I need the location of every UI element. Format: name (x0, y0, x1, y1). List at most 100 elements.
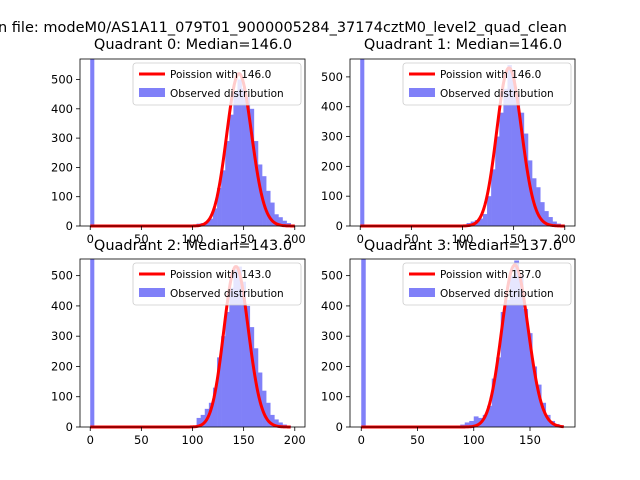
subplot-title: Quadrant 1: Median=146.0 (364, 37, 562, 53)
histogram-bar (487, 196, 492, 226)
x-tick-label: 200 (284, 433, 306, 447)
histogram-bar-spike (90, 259, 95, 427)
x-tick-label: 50 (134, 433, 149, 447)
histogram-bar (496, 357, 502, 427)
histogram-bar (245, 305, 251, 427)
y-tick-label: 500 (51, 269, 73, 283)
histogram-bar (229, 114, 234, 226)
y-tick-label: 100 (321, 390, 343, 404)
subplot-quadrant-0: Quadrant 0: Median=146.0 0 50 100 150 200 0 10… (51, 37, 306, 246)
histogram-bar (482, 414, 488, 427)
histogram-bar (208, 402, 214, 427)
histogram-bar (509, 275, 515, 427)
legend-label-observed: Observed distribution (170, 88, 284, 100)
y-tick-label: 400 (321, 100, 343, 114)
histogram-bar (482, 214, 488, 226)
y-tick-label: 400 (51, 299, 73, 313)
histogram-bar (469, 420, 475, 427)
histogram-bar (500, 311, 506, 427)
x-tick-label: 50 (134, 232, 149, 246)
histogram-bar (229, 287, 234, 427)
x-tick-label: 50 (410, 433, 425, 447)
x-tick-label: 150 (503, 232, 525, 246)
x-tick-label: 200 (554, 232, 576, 246)
histogram-bar (548, 217, 553, 226)
histogram-bar (491, 378, 497, 427)
x-tick-label: 150 (233, 433, 255, 447)
y-tick-label: 500 (321, 269, 343, 283)
y-tick-label: 300 (321, 130, 343, 144)
legend-label-poisson: Poission with 137.0 (440, 269, 541, 281)
y-tick-label: 0 (336, 420, 343, 434)
histogram-bar (515, 94, 521, 227)
x-tick-label: 0 (87, 433, 94, 447)
histogram-bar (473, 416, 479, 427)
x-tick-label: 100 (463, 433, 485, 447)
legend-label-poisson: Poission with 143.0 (170, 269, 271, 281)
subplot-quadrant-2: Quadrant 2: Median=143.0 0 50 100 150 200 0 10… (51, 238, 306, 447)
axes-frame (349, 258, 576, 428)
legend-label-observed: Observed distribution (440, 288, 554, 300)
histogram-bar (196, 417, 201, 427)
subplot-title: Quadrant 0: Median=146.0 (94, 37, 292, 53)
legend-label-poisson: Poission with 146.0 (170, 69, 271, 81)
histogram-bar (266, 402, 271, 427)
subplot-quadrant-1: Quadrant 1: Median=146.0 0 50 100 150 200 0 10… (321, 37, 576, 246)
y-tick-label: 400 (51, 102, 73, 116)
y-tick-label: 300 (321, 329, 343, 343)
y-tick-label: 0 (336, 219, 343, 233)
histogram-bar-spike (361, 259, 366, 427)
histogram-bar (536, 187, 541, 226)
histogram-bar (270, 202, 275, 226)
histogram-bar (518, 275, 524, 427)
histogram-bar (270, 414, 275, 427)
histogram-bar (523, 133, 529, 226)
y-tick-label: 100 (51, 190, 73, 204)
x-tick-label: 200 (284, 232, 306, 246)
subplot-quadrant-3: Quadrant 3: Median=137.0 0 50 100 150 0 100 20… (321, 238, 576, 447)
histogram-bar (208, 218, 214, 226)
histogram-bar (544, 211, 549, 226)
y-tick-label: 400 (321, 299, 343, 313)
legend-label-observed: Observed distribution (440, 88, 554, 100)
histogram-bar (540, 202, 545, 226)
plot-area: 0 50 100 150 200 0 100 200 300 400 500 Poission wit… (321, 58, 576, 246)
x-tick-label: 100 (182, 232, 204, 246)
figure-suptitle: n file: modeM0/AS1A11_079T01_9000005284_… (0, 20, 567, 36)
y-tick-label: 200 (51, 160, 73, 174)
histogram-bar (514, 260, 520, 427)
histogram-bar (241, 88, 246, 226)
histogram-bar (221, 170, 226, 226)
legend-bar-swatch (139, 88, 165, 97)
histogram-bar (237, 266, 242, 427)
histogram-bar (217, 187, 222, 226)
histogram-bar (478, 218, 484, 226)
histogram-bar (487, 405, 493, 427)
histogram-bar (532, 366, 538, 427)
plot-area: 0 50 100 150 0 100 200 300 400 500 Poission with 1… (321, 258, 576, 447)
histogram-bar-spike (90, 59, 95, 226)
subplot-title: Quadrant 2: Median=143.0 (94, 238, 292, 254)
histogram-bar (257, 164, 263, 226)
histogram-bar (253, 141, 259, 226)
histogram-bar (464, 422, 470, 427)
histogram-bar (491, 169, 496, 226)
legend-bar-swatch (139, 288, 165, 297)
y-tick-label: 0 (66, 420, 73, 434)
histogram-bar (241, 281, 246, 427)
histogram-bar (282, 220, 287, 226)
histogram-bar (519, 112, 525, 226)
x-tick-label: 0 (358, 433, 365, 447)
x-tick-label: 150 (233, 232, 255, 246)
histogram-bar (221, 336, 226, 427)
histogram-bar (278, 422, 283, 427)
histogram-bar (266, 190, 271, 226)
legend-box (402, 62, 572, 106)
histogram-bar (499, 112, 504, 226)
histogram-bar (237, 79, 242, 226)
x-tick-label: 100 (452, 232, 474, 246)
y-tick-label: 200 (321, 159, 343, 173)
histogram-bar (245, 97, 251, 226)
histogram-bar (233, 269, 238, 427)
